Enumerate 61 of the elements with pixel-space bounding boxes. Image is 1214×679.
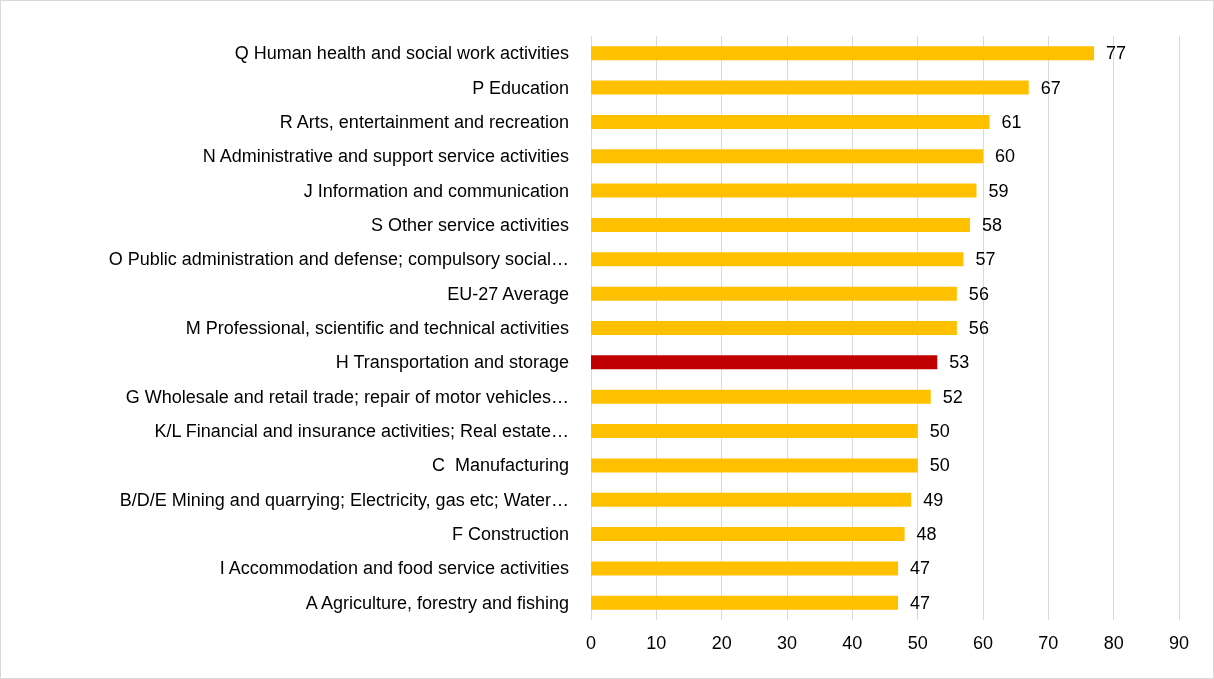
x-tick-label: 80 (1103, 633, 1124, 653)
bar (591, 321, 957, 335)
y-tick-label: F Construction (451, 524, 569, 545)
y-tick-label: G Wholesale and retail trade; repair of motor vehicles… (125, 386, 569, 407)
data-label: 58 (981, 214, 1002, 235)
y-tick-label: M Professional, scientific and technical activities (185, 318, 569, 338)
data-label: 47 (910, 558, 931, 579)
y-tick-label: Q Human health and social work activities (234, 43, 569, 64)
y-tick-label: B/D/E Mining and quarrying; Electricity, gas etc; Water… (119, 489, 569, 510)
bar (591, 492, 912, 507)
bar (591, 114, 990, 129)
y-tick-label: R Arts, entertainment and recreation (279, 111, 569, 132)
y-tick-label: N Administrative and support service activities (202, 146, 569, 167)
bar (591, 286, 957, 301)
data-label: 47 (910, 592, 931, 613)
data-label: 56 (968, 318, 989, 338)
y-tick-label: C Manufacturing (431, 455, 569, 476)
data-label: 56 (968, 283, 989, 304)
x-tick-label: 20 (711, 633, 732, 653)
bar (591, 252, 964, 267)
y-tick-label: A Agriculture, forestry and fishing (305, 592, 569, 613)
data-label: 48 (916, 524, 937, 545)
data-label: 61 (1001, 111, 1022, 132)
bar (591, 458, 918, 473)
bar (591, 149, 983, 164)
bar (591, 527, 905, 542)
x-tick-label: 70 (1038, 633, 1059, 653)
bar (591, 46, 1095, 61)
y-tick-label: H Transportation and storage (335, 352, 569, 373)
bar (591, 595, 899, 610)
bar (591, 561, 899, 576)
y-tick-label: K/L Financial and insurance activities; Real estate… (154, 421, 569, 442)
x-tick-label: 40 (842, 633, 863, 653)
data-label: 59 (988, 180, 1009, 201)
y-tick-label: I Accommodation and food service activities (219, 558, 569, 579)
y-tick-label: O Public administration and defense; compulsory social… (108, 249, 569, 270)
y-tick-label: EU-27 Average (447, 283, 569, 304)
data-label: 49 (923, 489, 944, 510)
bar (591, 389, 931, 404)
data-label: 52 (942, 386, 963, 407)
y-tick-label: P Education (472, 77, 569, 98)
x-tick-label: 10 (646, 633, 667, 653)
x-tick-label: 50 (907, 633, 928, 653)
data-label: 50 (929, 455, 950, 476)
data-label: 77 (1106, 43, 1127, 64)
x-tick-label: 30 (776, 633, 798, 653)
bar (591, 424, 918, 439)
bar (591, 217, 970, 232)
bar (591, 80, 1029, 95)
bar (591, 355, 938, 370)
y-tick-label: S Other service activities (370, 214, 569, 235)
x-tick-label: 60 (972, 633, 994, 653)
x-tick-label: 0 (585, 633, 597, 653)
data-label: 57 (975, 249, 996, 270)
y-tick-label: J Information and communication (303, 180, 569, 201)
data-label: 60 (995, 146, 1016, 167)
data-label: 67 (1040, 77, 1061, 98)
bar (591, 183, 977, 198)
x-tick-label: 90 (1168, 633, 1190, 653)
data-label: 53 (949, 352, 970, 373)
data-label: 50 (929, 421, 950, 442)
